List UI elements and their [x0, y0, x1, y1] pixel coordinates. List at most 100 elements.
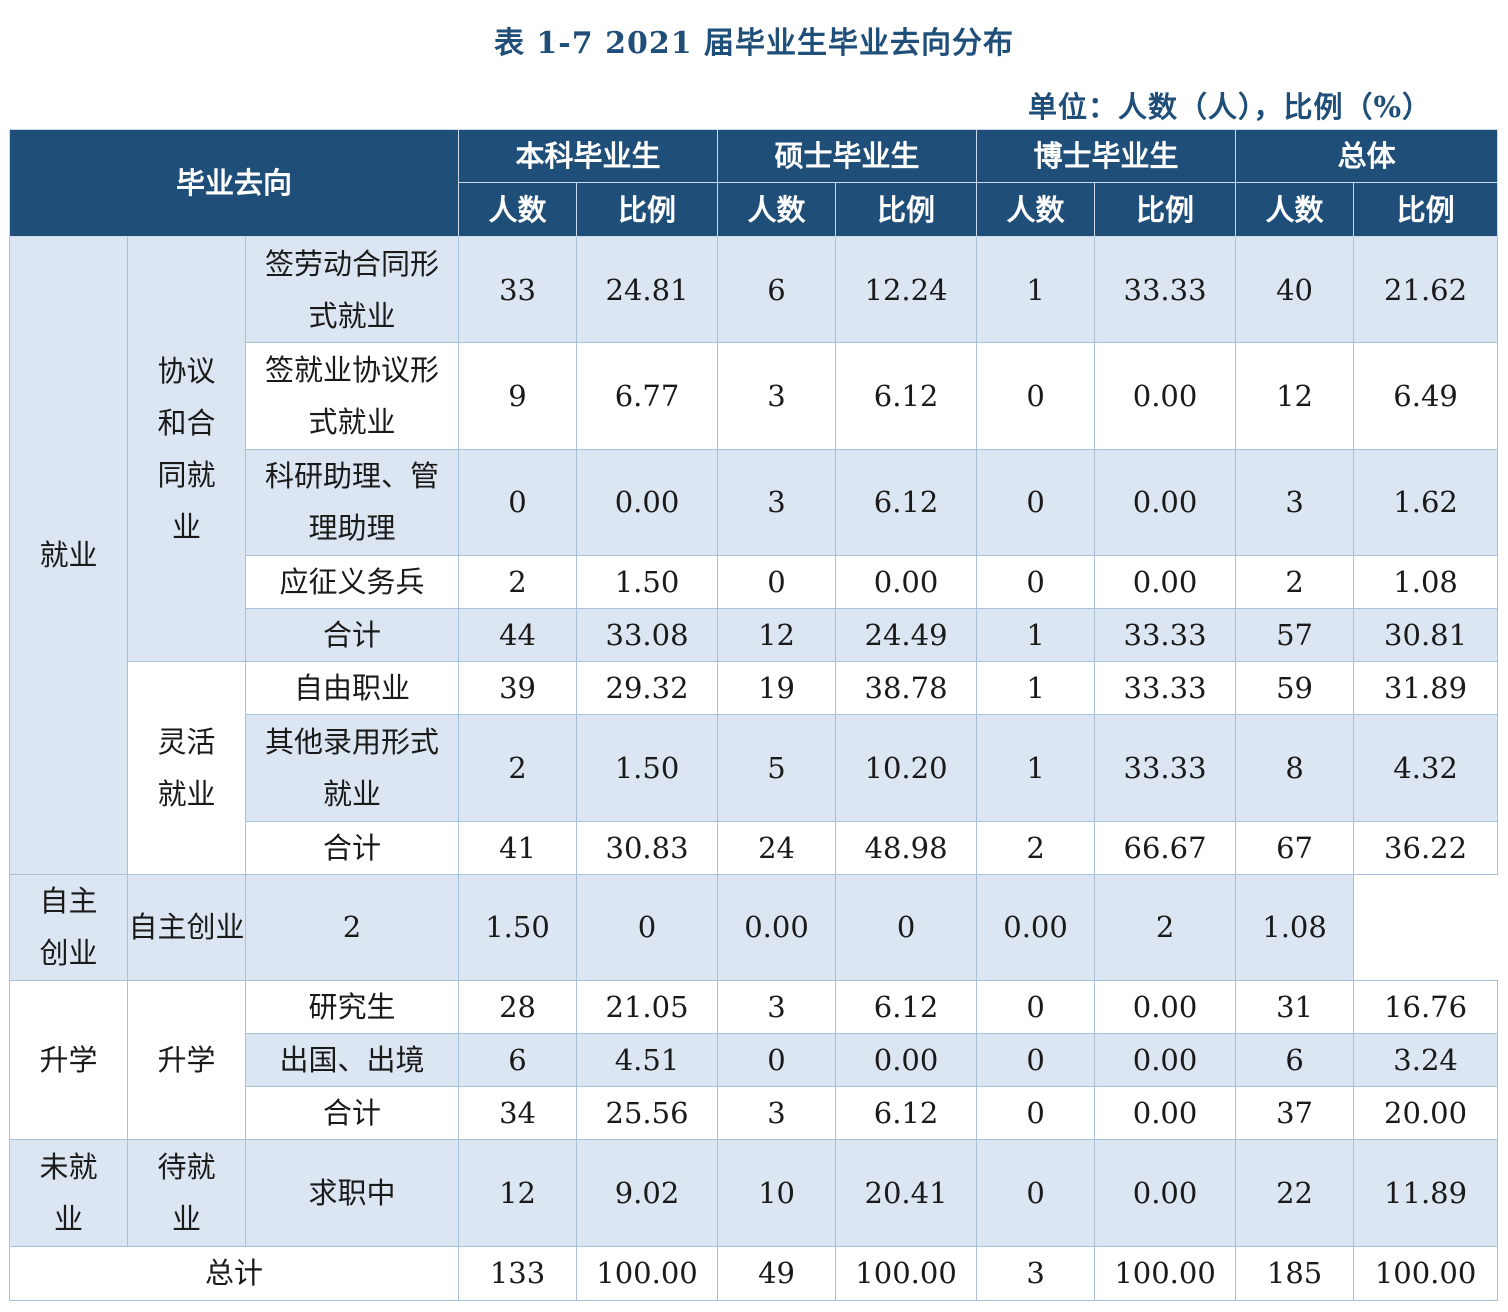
cell-value: 22	[1235, 1139, 1355, 1247]
row-label: 科研助理、管理助理	[244, 448, 460, 556]
category-waiting: 待就业	[127, 1139, 246, 1247]
category-flexible: 灵活就业	[127, 661, 246, 875]
cell-value: 4.51	[576, 1033, 719, 1088]
cell-value: 0	[458, 448, 578, 556]
subtotal-row: 合计 34 25.56 3 6.12 0 0.00 37 20.00	[10, 1086, 1499, 1141]
cell-value: 9	[458, 342, 578, 450]
cell-value: 8	[1235, 714, 1355, 822]
cell-value: 0	[976, 1139, 1096, 1247]
table-row: 自主创业 自主创业 2 1.50 0 0.00 0 0.00 2 1.08	[9, 873, 1498, 982]
cell-value: 2	[1094, 873, 1237, 982]
row-label: 签就业协议形式就业	[244, 342, 460, 450]
cell-value: 20.00	[1353, 1086, 1499, 1141]
cell-value: 1.50	[576, 714, 719, 822]
cell-value: 100.00	[835, 1245, 978, 1302]
cell-value: 1.08	[1353, 554, 1499, 610]
header-group-doctor: 博士毕业生	[976, 129, 1237, 183]
cell-value: 12	[1235, 342, 1355, 450]
cell-value: 1	[976, 714, 1096, 822]
cell-value: 100.00	[1353, 1245, 1499, 1302]
cell-value: 39	[458, 661, 578, 716]
cell-value: 0.00	[717, 873, 837, 982]
cell-value: 6.12	[835, 342, 978, 450]
subtotal-row: 合计 41 30.83 24 48.98 2 66.67 67 36.22	[10, 820, 1499, 875]
cell-value: 2	[458, 714, 578, 822]
header-ratio: 比例	[1353, 182, 1499, 237]
cell-value: 19	[717, 661, 837, 716]
cell-value: 31.89	[1353, 661, 1499, 716]
cell-value: 1.62	[1353, 448, 1499, 556]
cell-value: 2	[1235, 554, 1355, 610]
table-row: 科研助理、管理助理 0 0.00 3 6.12 0 0.00 3 1.62	[10, 448, 1499, 556]
row-label: 自主创业	[127, 873, 246, 982]
cell-value: 100.00	[1094, 1245, 1237, 1302]
cell-value: 2	[458, 554, 578, 610]
cell-value: 3	[976, 1245, 1096, 1302]
cell-value: 12	[717, 608, 837, 663]
cell-value: 12	[458, 1139, 578, 1247]
cell-value: 29.32	[576, 661, 719, 716]
cell-value: 41	[458, 820, 578, 875]
cell-value: 44	[458, 608, 578, 663]
cell-value: 31	[1235, 980, 1355, 1035]
header-group-overall: 总体	[1235, 129, 1499, 183]
cell-value: 0.00	[1094, 448, 1237, 556]
cell-value: 4.32	[1353, 714, 1499, 822]
row-label: 签劳动合同形式就业	[244, 235, 460, 344]
cell-value: 6.49	[1353, 342, 1499, 450]
header-ratio: 比例	[835, 182, 978, 237]
category-agreement: 协议和合同就业	[127, 235, 246, 663]
row-label: 合计	[244, 820, 460, 875]
category-study-sub: 升学	[127, 980, 246, 1141]
cell-value: 0.00	[835, 1033, 978, 1088]
cell-value: 2	[244, 873, 460, 982]
cell-value: 0.00	[835, 554, 978, 610]
cell-value: 0.00	[576, 448, 719, 556]
cell-value: 57	[1235, 608, 1355, 663]
cell-value: 0	[717, 554, 837, 610]
cell-value: 33.33	[1094, 661, 1237, 716]
cell-value: 3	[717, 980, 837, 1035]
cell-value: 0.00	[1094, 1086, 1237, 1141]
category-study: 升学	[9, 980, 128, 1141]
cell-value: 16.76	[1353, 980, 1499, 1035]
table-row: 应征义务兵 2 1.50 0 0.00 0 0.00 2 1.08	[10, 554, 1499, 610]
unit-note: 单位：人数（人），比例（%）	[1027, 90, 1432, 124]
cell-value: 1.50	[458, 873, 578, 982]
cell-value: 0.00	[1094, 980, 1237, 1035]
cell-value: 0.00	[976, 873, 1096, 982]
cell-value: 100.00	[576, 1245, 719, 1302]
row-label: 其他录用形式就业	[244, 714, 460, 822]
cell-value: 10.20	[835, 714, 978, 822]
header-ratio: 比例	[576, 182, 719, 237]
cell-value: 21.05	[576, 980, 719, 1035]
table-row: 就业 协议和合同就业 签劳动合同形式就业 33 24.81 6 12.24 1 …	[9, 235, 1499, 875]
cell-value: 9.02	[576, 1139, 719, 1247]
cell-value: 30.81	[1353, 608, 1499, 663]
cell-value: 1.08	[1235, 873, 1355, 982]
cell-value: 33.33	[1094, 608, 1237, 663]
table-row: 灵活就业 自由职业 39 29.32 19 38.78 1 33.33 59 3…	[10, 661, 1499, 875]
header-count: 人数	[1235, 182, 1355, 237]
category-unemployed: 未就业	[9, 1139, 128, 1247]
row-label: 自由职业	[244, 661, 460, 716]
cell-value: 40	[1235, 235, 1355, 344]
cell-value: 34	[458, 1086, 578, 1141]
cell-value: 1	[976, 661, 1096, 716]
table-row: 未就业 待就业 求职中 12 9.02 10 20.41 0 0.00 22 1…	[9, 1139, 1499, 1247]
row-label: 合计	[244, 1086, 460, 1141]
row-label: 研究生	[244, 980, 460, 1035]
cell-value: 133	[458, 1245, 578, 1302]
cell-value: 6	[458, 1033, 578, 1088]
cell-value: 33.08	[576, 608, 719, 663]
cell-value: 3	[717, 1086, 837, 1141]
destination-table: 毕业去向 本科毕业生 硕士毕业生 博士毕业生 总体 人数 比例 人数 比例 人数…	[8, 129, 1499, 1302]
header-count: 人数	[717, 182, 837, 237]
cell-value: 5	[717, 714, 837, 822]
cell-value: 0	[717, 1033, 837, 1088]
cell-value: 2	[976, 820, 1096, 875]
table-row: 出国、出境 6 4.51 0 0.00 0 0.00 6 3.24	[10, 1033, 1499, 1088]
cell-value: 3	[717, 342, 837, 450]
table-row: 升学 升学 研究生 28 21.05 3 6.12 0 0.00 31 16.7…	[9, 980, 1499, 1141]
cell-value: 28	[458, 980, 578, 1035]
